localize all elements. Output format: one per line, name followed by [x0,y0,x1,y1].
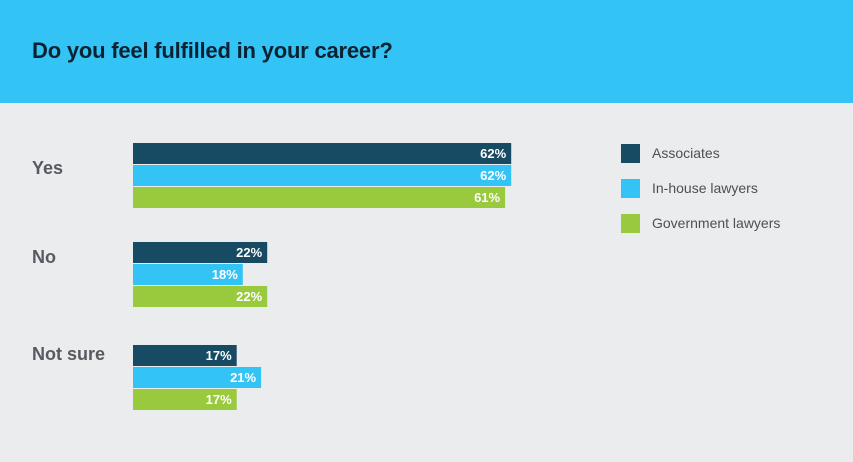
bar-yes-in-house-lawyers [133,165,512,186]
legend-label-in-house-lawyers: In-house lawyers [652,180,758,196]
category-label-no: No [32,247,56,267]
legend-swatch-in-house-lawyers [621,178,640,198]
bar-value-label-no-in-house-lawyers: 18% [212,267,238,282]
legend-swatch-government-lawyers [621,213,640,233]
legend-swatch-associates [621,143,640,163]
bar-value-label-yes-in-house-lawyers: 62% [480,168,506,183]
category-label-not-sure: Not sure [32,344,105,364]
legend-label-government-lawyers: Government lawyers [652,215,781,231]
bar-value-label-not-sure-government-lawyers: 17% [206,392,232,407]
bar-value-label-yes-government-lawyers: 61% [474,190,500,205]
bar-yes-associates [133,143,512,164]
bar-not-sure-in-house-lawyers [133,367,262,388]
bar-value-label-yes-associates: 62% [480,146,506,161]
bar-value-label-no-associates: 22% [236,245,262,260]
bar-yes-government-lawyers [133,187,506,208]
bar-not-sure-associates [133,345,237,366]
bar-no-government-lawyers [133,286,268,307]
bar-no-in-house-lawyers [133,264,243,285]
bar-not-sure-government-lawyers [133,389,237,410]
category-label-yes: Yes [32,158,63,178]
legend-item-in-house-lawyers: In-house lawyers [621,178,780,198]
chart-title: Do you feel fulfilled in your career? [32,38,393,63]
legend-item-associates: Associates [621,143,780,163]
bar-value-label-not-sure-associates: 17% [206,348,232,363]
bar-no-associates [133,242,268,263]
bar-value-label-no-government-lawyers: 22% [236,289,262,304]
bar-value-label-not-sure-in-house-lawyers: 21% [230,370,256,385]
legend-item-government-lawyers: Government lawyers [621,213,780,233]
header-banner: Do you feel fulfilled in your career? [0,0,853,103]
legend: Associates In-house lawyers Government l… [621,143,780,248]
legend-label-associates: Associates [652,145,720,161]
